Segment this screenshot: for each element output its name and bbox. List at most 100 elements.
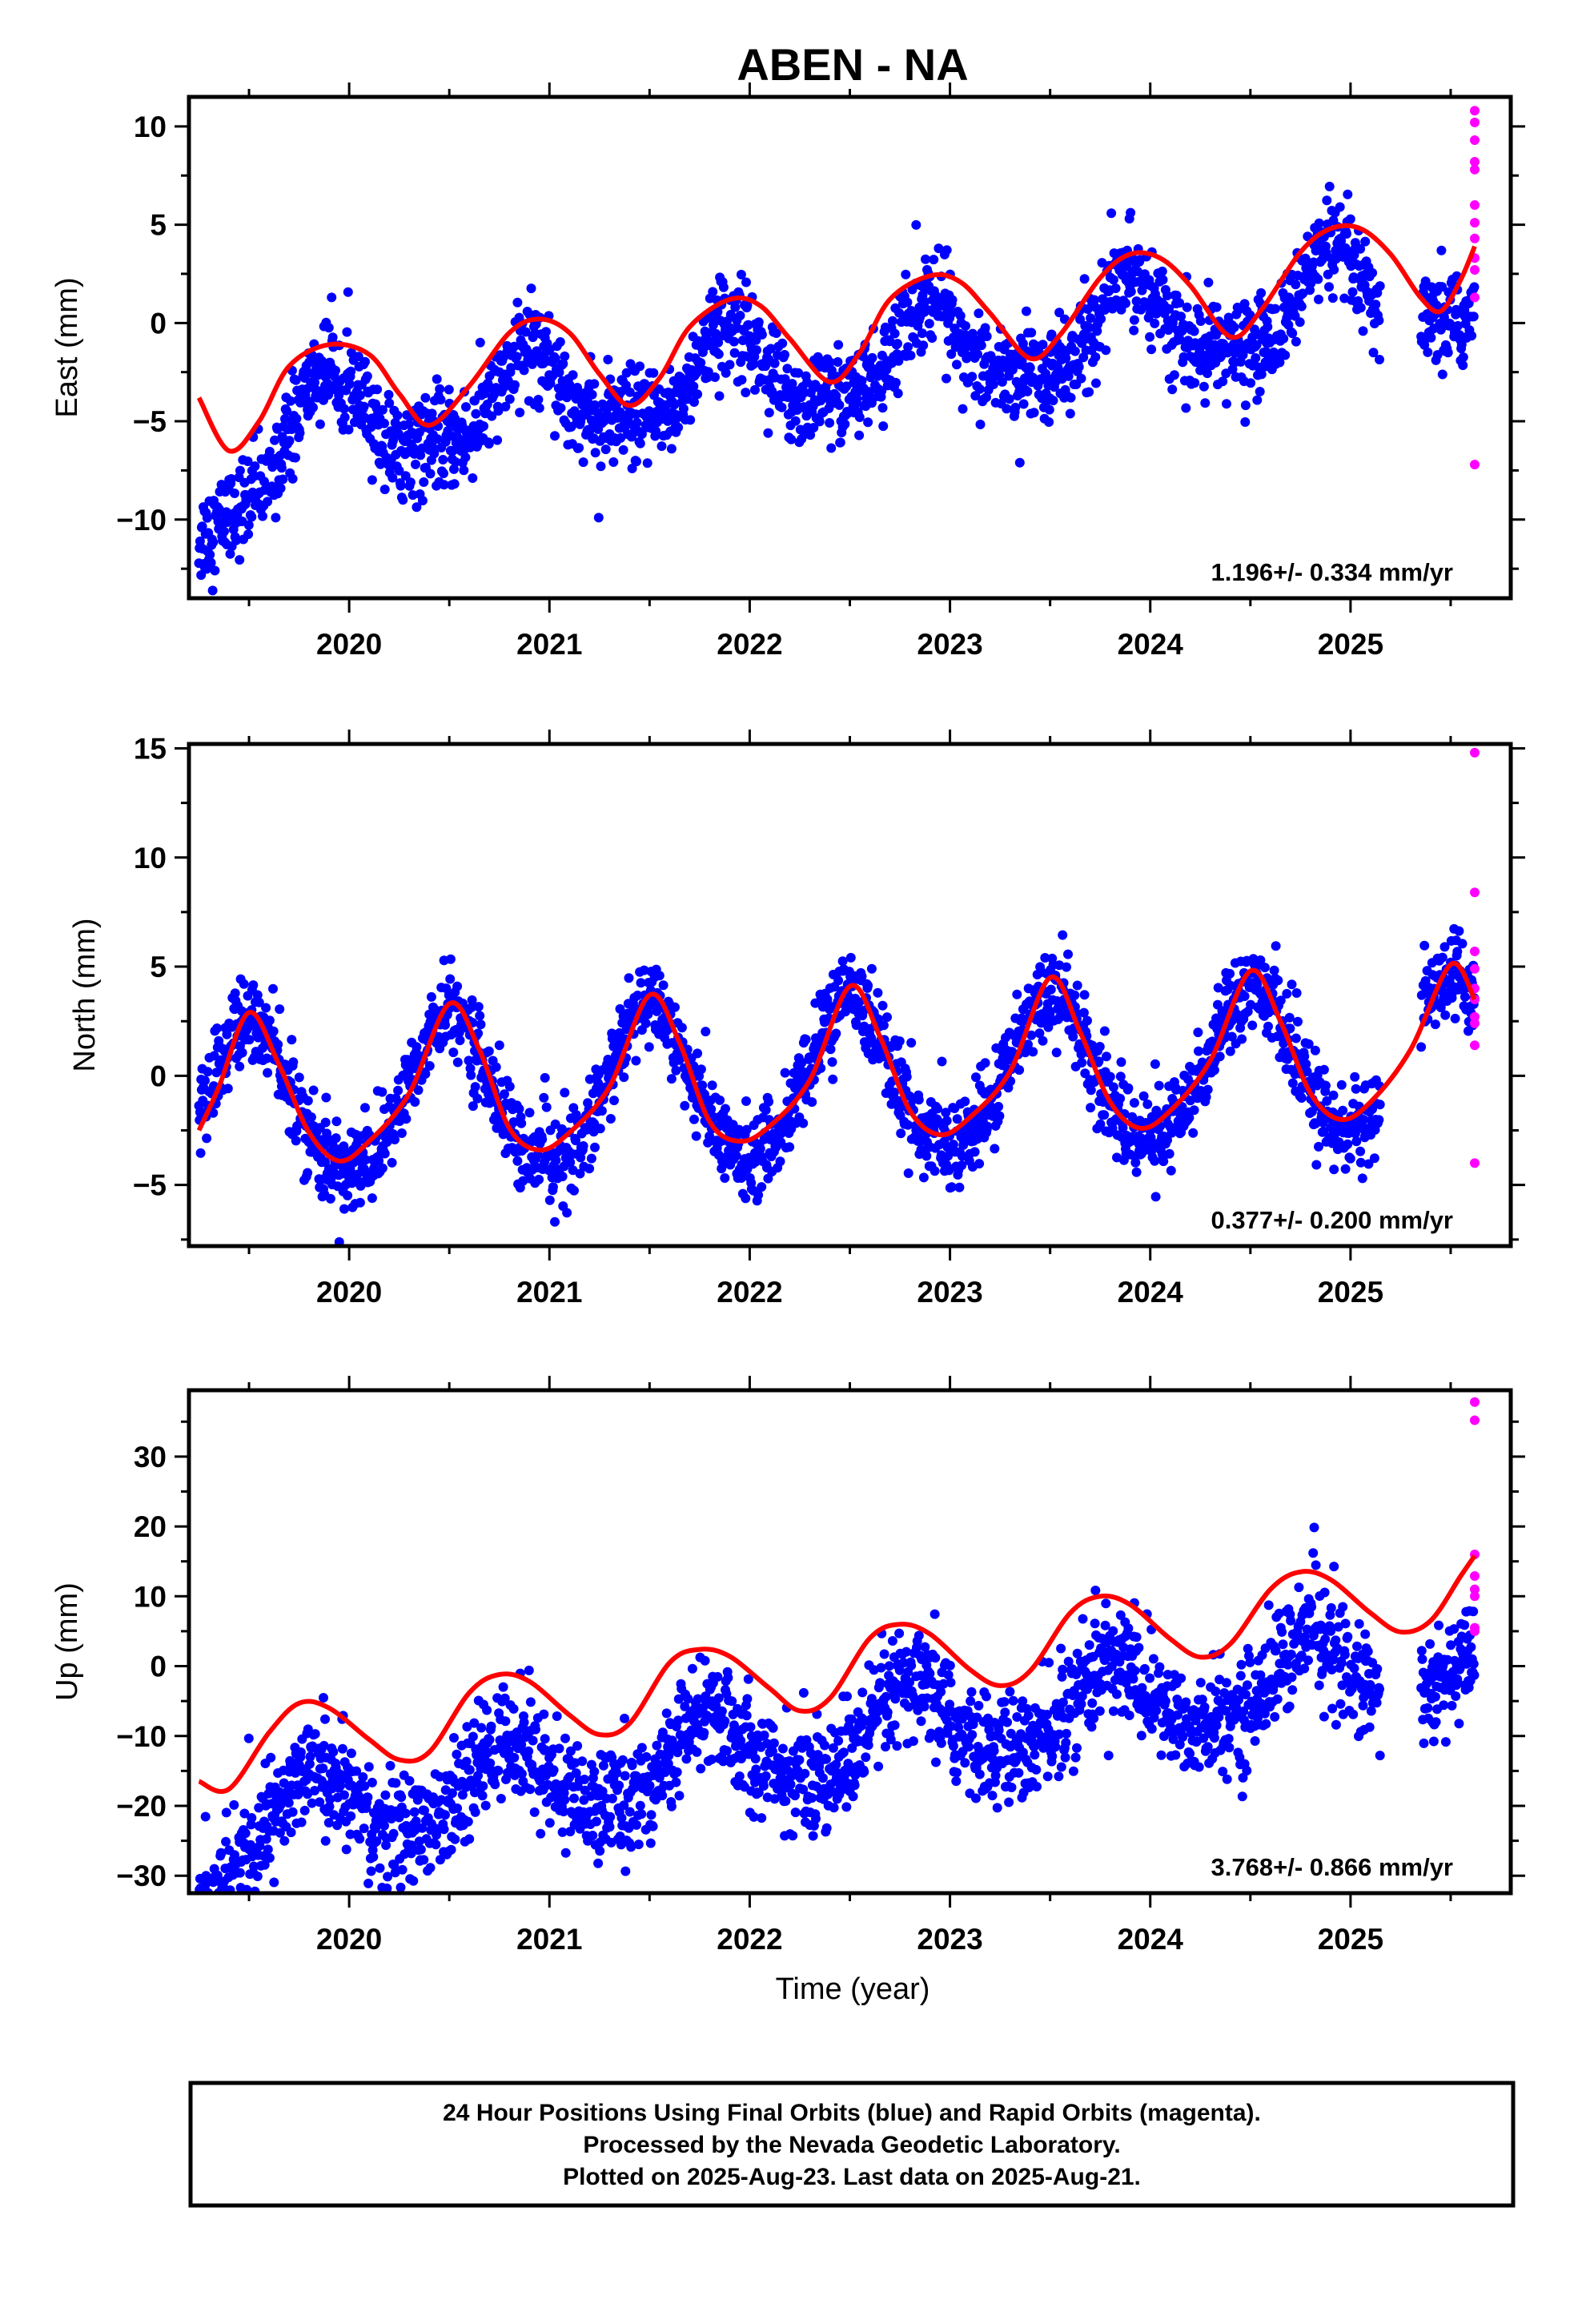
final-orbit-point xyxy=(471,408,481,419)
final-orbit-point xyxy=(1314,294,1323,304)
final-orbit-point xyxy=(316,356,327,366)
final-orbit-point xyxy=(934,243,944,254)
final-orbit-point xyxy=(1072,980,1082,991)
final-orbit-point xyxy=(467,995,477,1005)
final-orbit-point xyxy=(742,300,753,311)
final-orbit-point xyxy=(741,1124,752,1135)
final-orbit-point xyxy=(831,1028,841,1039)
final-orbit-point xyxy=(587,389,597,400)
final-orbit-point xyxy=(531,1724,540,1735)
final-orbit-point xyxy=(560,351,570,361)
final-orbit-point xyxy=(412,502,422,513)
final-orbit-point xyxy=(1022,386,1033,396)
final-orbit-point xyxy=(1028,1047,1038,1057)
final-orbit-point xyxy=(200,1811,211,1822)
final-orbit-point xyxy=(339,1790,349,1800)
final-orbit-point xyxy=(1363,1159,1374,1169)
final-orbit-point xyxy=(1468,312,1479,322)
final-orbit-point xyxy=(295,1747,306,1757)
final-orbit-point xyxy=(1123,1083,1134,1093)
final-orbit-point xyxy=(1335,202,1345,212)
final-orbit-point xyxy=(343,287,353,297)
final-orbit-point xyxy=(671,1065,681,1076)
final-orbit-point xyxy=(632,456,641,467)
final-orbit-point xyxy=(678,404,689,414)
final-orbit-point xyxy=(498,1682,508,1692)
final-orbit-point xyxy=(764,408,774,418)
final-orbit-point xyxy=(1343,1139,1353,1149)
final-orbit-point xyxy=(624,387,635,397)
final-orbit-point xyxy=(379,418,389,428)
final-orbit-point xyxy=(327,332,338,343)
final-orbit-point xyxy=(477,1791,488,1801)
final-orbit-point xyxy=(616,432,626,443)
rapid-orbit-point xyxy=(1470,218,1480,228)
final-orbit-point xyxy=(976,340,986,351)
final-orbit-point xyxy=(279,1778,289,1788)
final-orbit-point xyxy=(1452,947,1463,957)
final-orbit-point xyxy=(486,1721,496,1731)
final-orbit-point xyxy=(269,1877,279,1888)
final-orbit-point xyxy=(1229,322,1239,332)
final-orbit-point xyxy=(327,292,337,303)
final-orbit-point xyxy=(408,490,418,501)
final-orbit-point xyxy=(785,1142,795,1152)
final-orbit-point xyxy=(1345,1153,1355,1164)
final-orbit-point xyxy=(797,1058,807,1068)
final-orbit-point xyxy=(400,1808,411,1819)
final-orbit-point xyxy=(291,1767,300,1778)
final-orbit-point xyxy=(261,1834,271,1844)
final-orbit-point xyxy=(1211,302,1222,312)
final-orbit-point xyxy=(1090,352,1101,362)
final-orbit-point xyxy=(516,1118,527,1128)
final-orbit-point xyxy=(396,480,406,491)
final-orbit-point xyxy=(291,1136,301,1146)
north-plot-frame xyxy=(187,742,1513,1248)
final-orbit-point xyxy=(541,327,551,337)
final-orbit-point xyxy=(493,406,504,416)
final-orbit-point xyxy=(282,406,292,416)
final-orbit-point xyxy=(1302,1067,1312,1077)
final-orbit-point xyxy=(1167,384,1178,395)
final-orbit-point xyxy=(967,372,978,382)
final-orbit-point xyxy=(243,529,254,540)
final-orbit-point xyxy=(258,511,267,521)
final-orbit-point xyxy=(920,296,930,307)
final-orbit-point xyxy=(239,1808,250,1819)
final-orbit-point xyxy=(237,1047,247,1058)
final-orbit-point xyxy=(286,1827,296,1838)
final-orbit-point xyxy=(1195,316,1206,326)
final-orbit-point xyxy=(710,372,720,382)
final-orbit-point xyxy=(1329,264,1339,275)
final-orbit-point xyxy=(1271,941,1281,951)
final-orbit-point xyxy=(377,404,387,415)
final-orbit-point xyxy=(324,1801,335,1811)
x-tick-label: 2025 xyxy=(1318,1276,1383,1309)
final-orbit-point xyxy=(1063,949,1073,959)
final-orbit-point xyxy=(526,283,536,294)
final-orbit-point xyxy=(367,475,377,485)
final-orbit-point xyxy=(411,459,420,469)
final-orbit-point xyxy=(894,1036,905,1047)
final-orbit-point xyxy=(387,1157,397,1168)
final-orbit-point xyxy=(707,1080,717,1091)
final-orbit-point xyxy=(550,1216,560,1227)
final-orbit-point xyxy=(230,988,240,999)
final-orbit-point xyxy=(572,1741,583,1751)
x-tick-label: 2021 xyxy=(516,1276,582,1309)
final-orbit-point xyxy=(346,1748,356,1759)
final-orbit-point xyxy=(485,1758,496,1768)
final-orbit-point xyxy=(834,400,845,410)
final-orbit-point xyxy=(1094,1042,1105,1051)
final-orbit-point xyxy=(1458,352,1468,362)
final-orbit-point xyxy=(432,374,442,384)
final-orbit-point xyxy=(1245,310,1255,320)
final-orbit-point xyxy=(427,408,437,419)
final-orbit-point xyxy=(757,1182,767,1192)
final-orbit-point xyxy=(416,1844,426,1855)
rapid-orbit-point xyxy=(1470,117,1480,127)
final-orbit-point xyxy=(1014,1065,1025,1076)
rapid-orbit-point xyxy=(1470,233,1480,243)
final-orbit-point xyxy=(921,254,930,264)
final-orbit-point xyxy=(425,1863,436,1873)
